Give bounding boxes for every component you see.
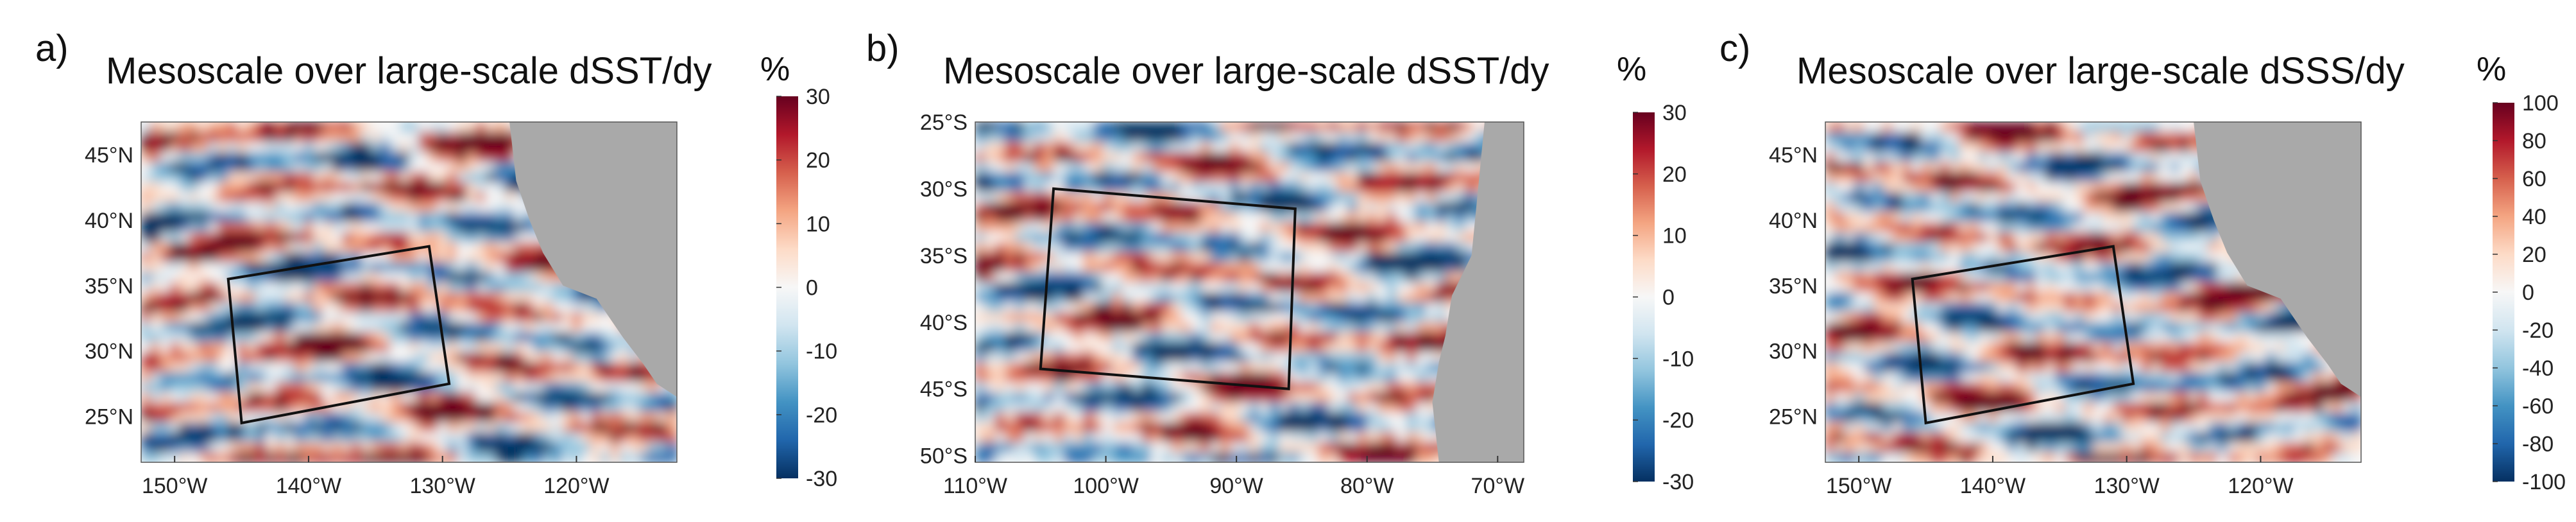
y-tick-label: 40°N <box>1769 209 1818 233</box>
panel-c: c) Mesoscale over large-scale dSSS/dy 15… <box>1719 28 2566 498</box>
x-tick-label: 80°W <box>1340 474 1394 498</box>
y-tick-label: 45°S <box>920 378 968 402</box>
colorbar-tick-label: 100 <box>2522 91 2559 116</box>
x-tick-label: 110°W <box>943 474 1007 498</box>
y-tick-label: 30°N <box>1769 340 1818 364</box>
x-tick-label: 130°W <box>409 474 475 498</box>
x-tick-label: 150°W <box>1826 474 1891 498</box>
colorbar-tick-label: -100 <box>2522 470 2566 494</box>
panel-a-land <box>509 122 677 397</box>
panel-b-land <box>1432 122 1524 462</box>
panel-b-colorbar-unit: % <box>1617 51 1646 88</box>
panel-c-label: c) <box>1719 28 1750 69</box>
colorbar-tick-label: -60 <box>2522 394 2554 419</box>
panel-b-label: b) <box>866 28 900 69</box>
panel-c-map <box>1825 122 2361 462</box>
panel-a-map <box>141 122 677 462</box>
colorbar-tick-label: -10 <box>806 340 837 364</box>
panel-c-frame <box>1825 121 2362 463</box>
panel-a-yticks: 45°N 40°N 35°N 30°N 25°N <box>85 143 133 430</box>
colorbar-tick-label: -20 <box>1662 408 1694 433</box>
panel-c-land <box>2194 122 2361 397</box>
panel-b: b) Mesoscale over large-scale dSST/dy 11… <box>866 28 1694 498</box>
panel-b-xticks: 110°W 100°W 90°W 80°W 70°W <box>943 456 1524 498</box>
colorbar-tick-label: 20 <box>2522 243 2546 267</box>
colorbar-tick-label: -80 <box>2522 432 2554 457</box>
colorbar-tick-label: 30 <box>806 85 830 109</box>
panel-c-title: Mesoscale over large-scale dSSS/dy <box>1796 50 2405 92</box>
colorbar-tick-label: 0 <box>806 276 818 300</box>
panel-b-study-box <box>1039 187 1297 390</box>
y-tick-label: 35°S <box>920 244 968 268</box>
panel-c-study-box <box>1911 245 2135 425</box>
y-tick-label: 25°S <box>920 110 968 135</box>
colorbar-tick-label: 20 <box>1662 162 1687 187</box>
colorbar-tick-label: 40 <box>2522 205 2546 229</box>
x-tick-label: 120°W <box>543 474 609 498</box>
y-tick-label: 35°N <box>1769 274 1818 299</box>
colorbar-tick-label: 0 <box>2522 281 2534 305</box>
y-tick-label: 40°S <box>920 311 968 335</box>
colorbar-tick-label: 80 <box>2522 129 2546 153</box>
x-tick-label: 150°W <box>142 474 207 498</box>
panel-a-colorbar-unit: % <box>760 51 790 88</box>
panel-a: a) Mesoscale over large-scale dSST/dy 15… <box>35 28 837 498</box>
panel-a-frame <box>141 121 678 463</box>
colorbar-tick-label: -10 <box>1662 347 1694 371</box>
panel-c-colorbar-ticks: 100 80 60 40 20 0 -20 -40 -60 -80 -100 <box>2493 91 2566 494</box>
panel-a-xticks: 150°W 140°W 130°W 120°W <box>142 456 610 498</box>
y-tick-label: 40°N <box>85 209 133 233</box>
colorbar-tick-label: -20 <box>2522 318 2554 343</box>
y-tick-label: 45°N <box>1769 143 1818 168</box>
y-tick-label: 25°N <box>85 405 133 430</box>
colorbar-tick-label: -30 <box>806 467 837 491</box>
panel-c-yticks: 45°N 40°N 35°N 30°N 25°N <box>1769 143 1818 430</box>
colorbar-tick-label: 10 <box>1662 224 1687 248</box>
colorbar-tick-label: 0 <box>1662 286 1675 310</box>
x-tick-label: 90°W <box>1209 474 1263 498</box>
x-tick-label: 140°W <box>276 474 341 498</box>
y-tick-label: 50°S <box>920 444 968 469</box>
colorbar-tick-label: 10 <box>806 212 830 236</box>
x-tick-label: 100°W <box>1073 474 1138 498</box>
panel-a-colorbar-ticks: 30 20 10 0 -10 -20 -30 <box>776 85 837 491</box>
panel-a-study-box <box>226 245 451 425</box>
y-tick-label: 25°N <box>1769 405 1818 430</box>
x-tick-label: 140°W <box>1960 474 2026 498</box>
panel-c-colorbar-unit: % <box>2477 51 2506 88</box>
panel-a-title: Mesoscale over large-scale dSST/dy <box>106 50 712 92</box>
y-tick-label: 30°N <box>85 340 133 364</box>
colorbar-tick-label: -40 <box>2522 356 2554 381</box>
panel-b-frame <box>975 121 1524 463</box>
y-tick-label: 30°S <box>920 177 968 202</box>
panel-a-label: a) <box>35 28 69 69</box>
panel-c-xticks: 150°W 140°W 130°W 120°W <box>1826 456 2294 498</box>
panel-b-title: Mesoscale over large-scale dSST/dy <box>943 50 1549 92</box>
panel-b-yticks: 25°S 30°S 35°S 40°S 45°S 50°S <box>920 110 968 469</box>
x-tick-label: 120°W <box>2228 474 2293 498</box>
colorbar-tick-label: -20 <box>806 403 837 428</box>
colorbar-tick-label: 60 <box>2522 167 2546 191</box>
colorbar-tick-label: -30 <box>1662 470 1694 494</box>
panel-b-map <box>975 122 1524 462</box>
x-tick-label: 130°W <box>2094 474 2159 498</box>
panel-b-colorbar-ticks: 30 20 10 0 -10 -20 -30 <box>1633 101 1694 494</box>
colorbar-tick-label: 20 <box>806 148 830 173</box>
y-tick-label: 45°N <box>85 143 133 168</box>
x-tick-label: 70°W <box>1471 474 1525 498</box>
y-tick-label: 35°N <box>85 274 133 299</box>
colorbar-tick-label: 30 <box>1662 101 1687 125</box>
